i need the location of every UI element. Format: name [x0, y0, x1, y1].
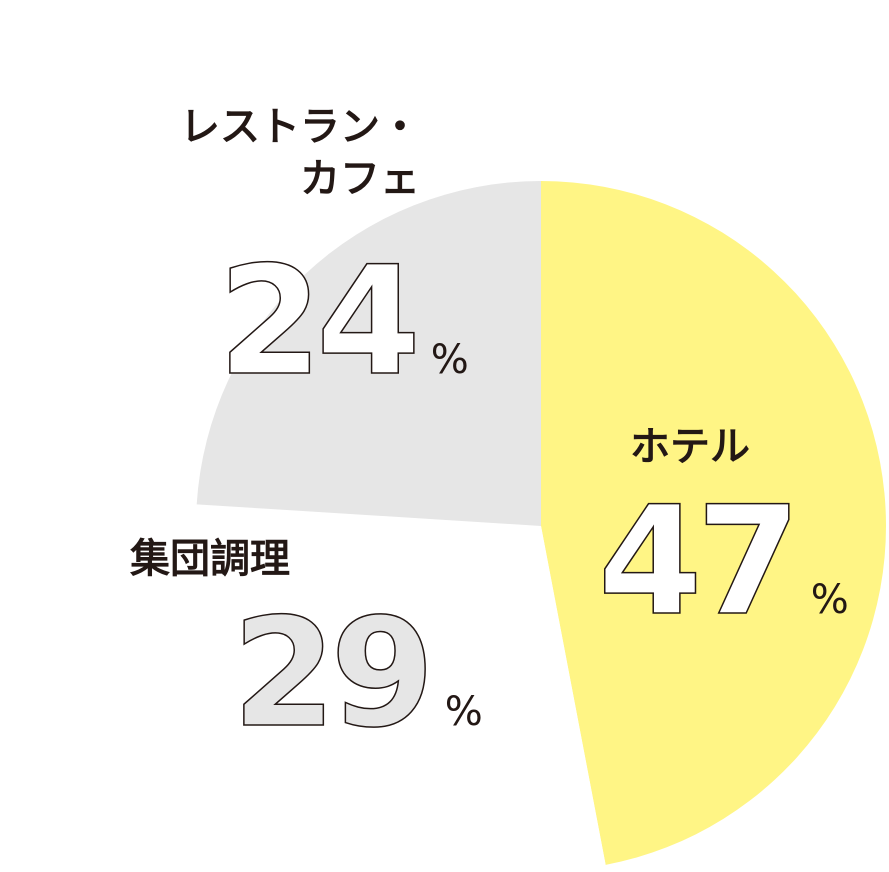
pie-slice [195, 504, 606, 871]
value-label: 47% [598, 475, 849, 649]
pie-slice [196, 181, 541, 526]
pie-slice [541, 181, 887, 865]
category-label: 集団調理 [129, 536, 290, 582]
category-label: ホテル [630, 424, 750, 470]
value-label: 29% [232, 587, 483, 761]
value-label: 24% [218, 235, 469, 409]
category-label: レストラン・カフェ [180, 104, 420, 202]
